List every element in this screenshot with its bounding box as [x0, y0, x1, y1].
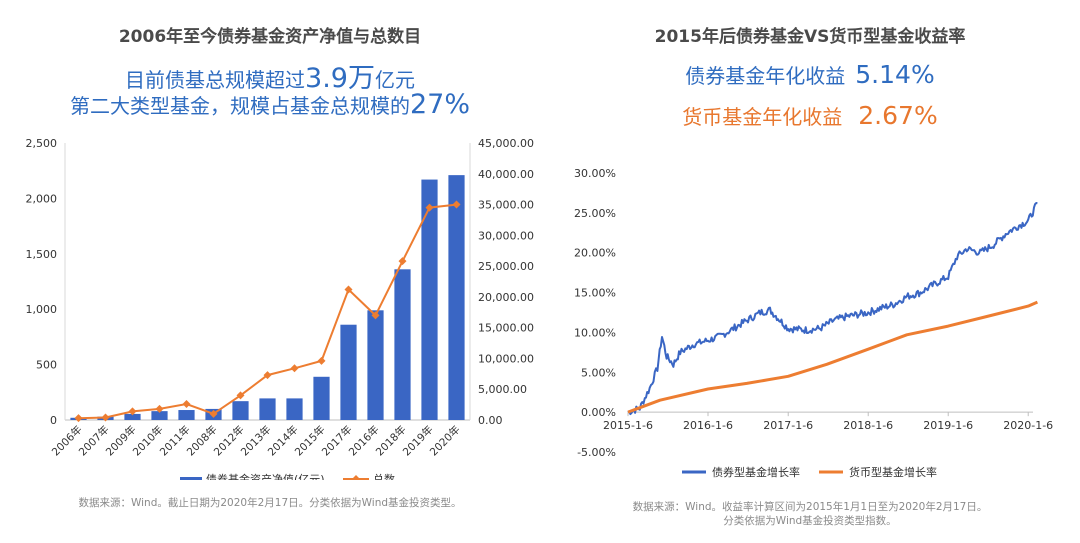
right-highlight-2-value: 2.67% — [858, 101, 938, 130]
right-chart-panel: 2015年后债券基金VS货币型基金收益率 债券基金年化收益 5.14% 货币基金年… — [540, 0, 1080, 543]
right-y-tick-label: 25,000.00 — [478, 260, 534, 273]
y-tick-label: 30.00% — [574, 167, 616, 180]
line-point — [74, 414, 83, 423]
left-highlight-1-prefix: 目前债基总规模超过 — [125, 68, 306, 92]
bar — [151, 411, 168, 420]
x-tick-label: 2019-1-6 — [923, 419, 973, 432]
bar — [421, 179, 438, 420]
line-point — [236, 391, 245, 400]
right-highlight-1-value: 5.14% — [855, 60, 935, 89]
y-tick-label: 10.00% — [574, 326, 616, 339]
right-y-tick-label: 15,000.00 — [478, 322, 534, 335]
left-highlight-2: 第二大类型基金，规模占基金总规模的27% — [0, 89, 540, 120]
line-chart: -5.00% 0.00% 5.00% 10.00% 15.00% 20.00% 25.00%… — [574, 167, 1053, 479]
right-source-line-2: 分类依据为Wind基金投资类型指数。 — [723, 515, 897, 527]
bar — [259, 398, 276, 420]
left-y-tick-label: 500 — [36, 359, 57, 372]
line-point — [371, 311, 380, 320]
right-y-tick-label: 30,000.00 — [478, 229, 534, 242]
legend-bond-label: 债券型基金增长率 — [712, 465, 800, 479]
right-highlight-1: 债券基金年化收益 5.14% — [540, 60, 1080, 89]
left-chart-title: 2006年至今债券基金资产净值与总数目 — [118, 27, 422, 47]
line-point — [263, 371, 272, 380]
line-point — [155, 404, 164, 413]
right-y-tick-label: 5,000.00 — [478, 383, 527, 396]
legend-money-label: 货币型基金增长率 — [849, 465, 937, 479]
left-highlight-1-suffix: 亿元 — [374, 68, 415, 92]
bar — [448, 175, 465, 420]
right-y-tick-label: 35,000.00 — [478, 199, 534, 212]
y-tick-label: 5.00% — [581, 366, 616, 379]
left-y-tick-label: 2,000 — [26, 192, 58, 205]
right-highlight-1-label: 债券基金年化收益 — [685, 64, 846, 88]
right-source-line-1: 数据来源：Wind。收益率计算区间为2015年1月1日至为2020年2月17日。 — [632, 501, 988, 513]
right-highlight-2-label: 货币基金年化收益 — [682, 105, 843, 129]
y-tick-label: 20.00% — [574, 247, 616, 260]
legend-line-marker — [352, 475, 360, 480]
bar — [286, 398, 303, 420]
left-y-tick-label: 1,500 — [26, 248, 58, 261]
left-highlight-1: 目前债基总规模超过3.9万亿元 — [0, 56, 540, 95]
bar — [394, 269, 411, 420]
right-y-tick-label: 45,000.00 — [478, 137, 534, 150]
x-tick-label: 2015-1-6 — [603, 419, 653, 432]
bar-line-chart: 0 500 1,000 1,500 2,000 2,500 0.00 5,000.00 10,0… — [26, 137, 534, 480]
line-point — [209, 409, 218, 418]
y-tick-label: 0.00% — [581, 406, 616, 419]
right-y-tick-label: 10,000.00 — [478, 352, 534, 365]
bar — [313, 376, 330, 420]
right-chart-title: 2015年后债券基金VS货币型基金收益率 — [654, 27, 966, 47]
left-highlight-2-prefix: 第二大类型基金，规模占基金总规模的 — [69, 94, 410, 118]
left-source-note: 数据来源：Wind。截止日期为2020年2月17日。分类依据为Wind基金投资类… — [78, 497, 462, 509]
x-tick-label: 2016-1-6 — [683, 419, 733, 432]
legend-bar-label: 债券基金资产净值(亿元) — [206, 472, 325, 480]
right-source-note: 数据来源：Wind。收益率计算区间为2015年1月1日至为2020年2月17日。… — [540, 500, 1080, 528]
bar — [232, 401, 249, 420]
legend-bar-swatch — [180, 477, 202, 480]
y-tick-label: 15.00% — [574, 287, 616, 300]
x-tick-label: 2020年 — [427, 423, 463, 459]
right-y-tick-label: 0.00 — [478, 414, 503, 427]
money-fund-growth-line — [627, 300, 1038, 414]
x-tick-label: 2018-1-6 — [843, 419, 893, 432]
bond-fund-growth-line — [627, 202, 1038, 416]
line-point — [101, 413, 110, 422]
y-tick-label: -5.00% — [577, 446, 616, 459]
left-highlight-1-value: 3.9万 — [305, 63, 375, 94]
left-y-tick-label: 0 — [50, 414, 57, 427]
line-point — [182, 399, 191, 408]
line-point — [317, 356, 326, 365]
bar — [178, 410, 195, 420]
left-y-tick-label: 1,000 — [26, 303, 58, 316]
line-point — [452, 200, 461, 209]
right-highlight-2: 货币基金年化收益 2.67% — [540, 101, 1080, 130]
left-highlight-2-value: 27% — [409, 89, 470, 120]
x-tick-label: 2020-1-6 — [1003, 419, 1053, 432]
line-point — [128, 407, 137, 416]
left-y-tick-label: 2,500 — [26, 137, 58, 150]
right-y-tick-label: 40,000.00 — [478, 168, 534, 181]
bar — [367, 310, 384, 420]
x-tick-label: 2017-1-6 — [763, 419, 813, 432]
line-point — [425, 203, 434, 212]
y-tick-label: 25.00% — [574, 207, 616, 220]
legend-line-label: 总数 — [373, 472, 395, 480]
bar — [124, 413, 141, 420]
line-point — [290, 364, 299, 373]
line-point — [344, 285, 353, 294]
bar — [340, 324, 357, 420]
left-chart-panel: 2006年至今债券基金资产净值与总数目 目前债基总规模超过3.9万亿元 第二大类… — [0, 27, 540, 509]
line-point — [398, 257, 407, 266]
right-y-tick-label: 20,000.00 — [478, 291, 534, 304]
